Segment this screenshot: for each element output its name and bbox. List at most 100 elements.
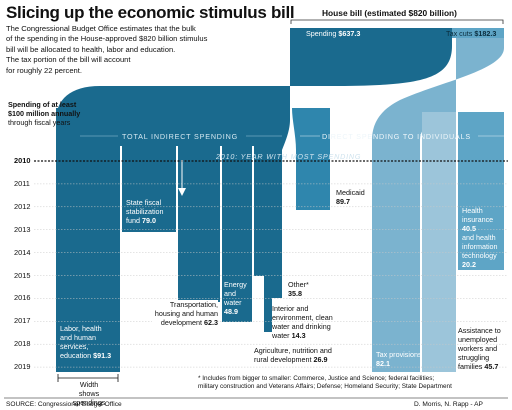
spending-note: Spending of at least $100 million annual… <box>8 100 80 127</box>
footnote-line: military construction and Veterans Affai… <box>198 383 452 390</box>
unemployed-line: Assistance to <box>458 326 501 335</box>
taxcuts-label: Tax cuts $182.3 <box>446 29 496 38</box>
spending-note-line: $100 million annually <box>8 109 81 118</box>
health-line: information <box>462 242 498 251</box>
intro-line: bill will be allocated to health, labor … <box>6 44 176 54</box>
direct-header: DIRECT SPENDING TO INDIVIDUALS <box>322 132 472 141</box>
tax-cuts-bar <box>452 28 504 38</box>
tax-line: Tax provisions <box>376 350 422 359</box>
agri-prefix: rural development <box>254 355 314 364</box>
interior-line: water and drinking <box>272 322 331 331</box>
health-line: insurance <box>462 215 494 224</box>
agri-label: Agriculture, nutrition and rural develop… <box>254 346 332 364</box>
year-label: 2012 <box>14 201 31 211</box>
health-label: Health insurance 40.5 and health informa… <box>462 206 498 269</box>
tax-provisions-column <box>372 38 504 372</box>
year-label: 2016 <box>14 293 31 303</box>
year-label: 2011 <box>14 178 30 188</box>
energy-label: Energy and water 48.9 <box>224 280 247 316</box>
unemployed-label: Assistance to unemployed workers and str… <box>458 326 501 371</box>
labor-column <box>56 108 120 372</box>
health-value-1: 40.5 <box>462 224 476 233</box>
health-line: Health <box>462 206 483 215</box>
year-label: 2013 <box>14 224 31 234</box>
taxcuts-text: Tax cuts <box>446 28 473 38</box>
state-line: State fiscal <box>126 198 162 207</box>
year-label: 2018 <box>14 339 31 349</box>
transport-prefix: development <box>160 318 204 327</box>
state-value: 79.0 <box>142 216 156 225</box>
unemployed-prefix: families <box>458 362 485 371</box>
spending-note-line: Spending of at least <box>8 100 77 109</box>
energy-value: 48.9 <box>224 307 238 316</box>
interior-column <box>254 108 264 276</box>
tax-value: 82.1 <box>376 359 390 368</box>
year-most-label: 2010: YEAR WITH MOST SPENDING <box>216 152 362 161</box>
intro-line: of the spending in the House-approved $8… <box>6 34 208 44</box>
agri-value: 26.9 <box>313 355 328 364</box>
indirect-header: TOTAL INDIRECT SPENDING <box>122 132 238 141</box>
energy-line: water <box>224 298 242 307</box>
year-label: 2019 <box>14 362 31 372</box>
year-label: 2014 <box>14 247 31 257</box>
health-line: and health <box>462 233 496 242</box>
unemployed-column <box>422 112 456 372</box>
transport-line: Transportation, <box>169 300 218 309</box>
footnote-line: * Includes from bigger to smaller: Comme… <box>198 375 435 382</box>
health-value-2: 20.2 <box>462 260 476 269</box>
house-bill-bracket <box>290 19 504 24</box>
interior-value: 14.3 <box>291 331 306 340</box>
interior-prefix: water <box>272 331 292 340</box>
labor-line: services, <box>60 342 89 351</box>
health-insurance-column <box>458 112 504 270</box>
unemployed-value: 45.7 <box>484 362 499 371</box>
medicaid-column <box>292 108 330 210</box>
health-line: technology <box>462 251 497 260</box>
energy-column <box>222 108 252 322</box>
footnote: * Includes from bigger to smaller: Comme… <box>198 375 452 391</box>
spending-text: Spending <box>306 28 337 38</box>
state-arrow-head <box>178 188 186 196</box>
transport-label: Transportation, housing and human develo… <box>152 300 218 327</box>
source: SOURCE: Congressional Budget Office <box>6 401 122 408</box>
page-title: Slicing up the economic stimulus bill <box>6 3 295 22</box>
state-label: State fiscal stabilization fund 79.0 <box>126 198 164 225</box>
other-line: Other* <box>288 280 309 289</box>
interior-label: Interior and environment, clean water an… <box>272 304 333 340</box>
unemployed-line: unemployed <box>458 335 498 344</box>
transport-column <box>178 108 220 302</box>
intro-text: The Congressional Budget Office estimate… <box>6 24 238 76</box>
transport-line: housing and human <box>154 309 218 318</box>
other-value: 35.8 <box>288 289 302 298</box>
year-label: 2010 <box>14 156 31 165</box>
medicaid-line: Medicaid <box>336 188 365 197</box>
energy-line: Energy <box>224 280 247 289</box>
spending-label: Spending $637.3 <box>306 29 360 38</box>
medicaid-label: Medicaid 89.7 <box>336 188 365 206</box>
taxcuts-value: $182.3 <box>474 28 497 38</box>
year-gridlines <box>34 183 508 368</box>
state-column <box>122 108 176 232</box>
agri-column <box>264 108 272 332</box>
labor-line: and human <box>60 333 96 342</box>
house-bill-label: House bill (estimated $820 billion) <box>322 8 457 18</box>
spending-value: $637.3 <box>338 28 361 38</box>
unemployed-line: struggling <box>458 353 490 362</box>
other-column <box>274 108 282 298</box>
state-prefix: fund <box>126 216 142 225</box>
year-label: 2017 <box>14 316 31 326</box>
medicaid-value: 89.7 <box>336 197 350 206</box>
spending-bar <box>290 28 452 38</box>
energy-line: and <box>224 289 236 298</box>
labor-line: Labor, health <box>60 324 102 333</box>
labor-prefix: education <box>60 351 94 360</box>
width-note-line: shows spendings <box>72 389 106 407</box>
width-note: Width shows spendings <box>62 380 116 407</box>
labor-value: $91.3 <box>93 351 112 360</box>
spending-note-line: through fiscal years <box>8 118 71 127</box>
intro-line: for roughly 22 percent. <box>6 65 82 75</box>
credit: D. Morris, N. Rapp - AP <box>414 401 483 408</box>
agri-line: Agriculture, nutrition and <box>254 346 332 355</box>
transport-value: 62.3 <box>204 318 218 327</box>
